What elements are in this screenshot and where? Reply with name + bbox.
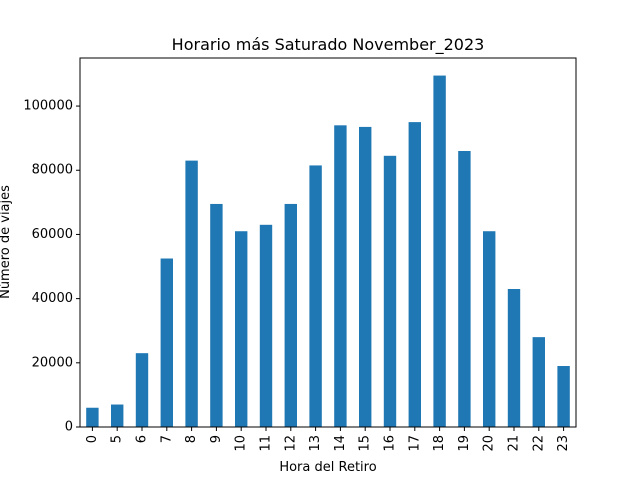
x-tick-label: 14 bbox=[333, 435, 348, 452]
x-tick-label: 11 bbox=[259, 435, 274, 452]
y-tick-label: 0 bbox=[65, 420, 73, 435]
bar-17 bbox=[408, 122, 421, 428]
x-tick-label: 17 bbox=[407, 435, 422, 452]
bar-13 bbox=[309, 165, 322, 427]
x-tick-label: 23 bbox=[556, 435, 571, 452]
bar-9 bbox=[210, 203, 223, 427]
bar-18 bbox=[433, 75, 446, 427]
bar-23 bbox=[557, 366, 570, 427]
x-tick-label: 20 bbox=[482, 435, 497, 452]
x-tick-label: 22 bbox=[531, 435, 546, 452]
y-tick-label: 40000 bbox=[32, 291, 73, 306]
y-tick-label: 80000 bbox=[32, 163, 73, 178]
bar-20 bbox=[483, 231, 496, 427]
bar-6 bbox=[135, 353, 149, 427]
bar-16 bbox=[383, 155, 397, 427]
x-tick-label: 15 bbox=[358, 435, 373, 452]
bar-19 bbox=[458, 150, 471, 428]
x-tick-label: 21 bbox=[507, 435, 522, 452]
y-tick-label: 60000 bbox=[32, 227, 73, 242]
x-tick-label: 7 bbox=[159, 435, 174, 443]
bar-10 bbox=[235, 231, 248, 427]
bar-11 bbox=[259, 224, 273, 427]
y-tick-label: 100000 bbox=[23, 99, 73, 114]
bar-12 bbox=[284, 203, 297, 427]
bar-21 bbox=[507, 289, 521, 427]
bar-14 bbox=[334, 125, 347, 427]
x-tick-label: 18 bbox=[432, 435, 447, 452]
y-axis-ticks: 0 20000 40000 60000 80000 100000 bbox=[23, 99, 80, 435]
bar-0 bbox=[86, 407, 99, 427]
x-tick-label: 16 bbox=[383, 435, 398, 452]
x-tick-label: 10 bbox=[234, 435, 249, 452]
bar-15 bbox=[359, 126, 372, 428]
x-tick-label: 5 bbox=[110, 435, 125, 443]
x-axis-label: Hora del Retiro bbox=[279, 460, 376, 475]
bar-8 bbox=[185, 160, 198, 427]
y-tick-label: 20000 bbox=[32, 355, 73, 370]
plot-frame bbox=[79, 57, 577, 428]
x-axis-ticks: 0 5 6 7 8 9 10 11 12 13 14 15 16 17 18 19 20 21 22 23 bbox=[85, 427, 571, 452]
x-tick-label: 9 bbox=[209, 435, 224, 443]
x-tick-label: 19 bbox=[457, 435, 472, 452]
y-axis-label: Número de viajes bbox=[0, 185, 13, 299]
x-tick-label: 6 bbox=[135, 435, 150, 443]
bar-7 bbox=[160, 258, 173, 427]
bar-22 bbox=[532, 337, 545, 427]
bar-5 bbox=[111, 404, 124, 427]
x-tick-label: 0 bbox=[85, 435, 100, 443]
x-tick-label: 8 bbox=[184, 435, 199, 443]
chart-title: Horario más Saturado November_2023 bbox=[172, 35, 485, 55]
bars-group bbox=[86, 75, 570, 428]
x-tick-label: 12 bbox=[283, 435, 298, 452]
x-tick-label: 13 bbox=[308, 435, 323, 452]
